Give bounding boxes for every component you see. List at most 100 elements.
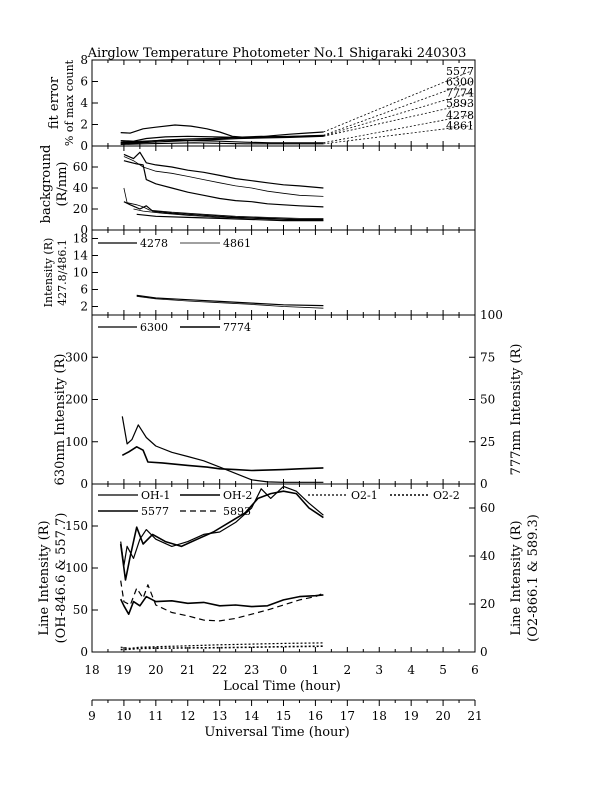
blue-ylabel-sub: 427.8/486.1 [56,239,69,306]
background-ylabel: background [39,145,54,224]
blue-series-4278 [136,294,324,307]
line-ylabel-right: Line Intensity (R) [509,520,524,635]
line-ylabel-right-sub: (O2-866.1 & 589.3) [526,514,541,642]
legend-OH-1-label: OH-1 [141,489,170,502]
legend-OH-2-label: OH-2 [223,489,252,502]
fit-error-label-5893: 5893 [446,97,474,110]
local-time-tick-label: 18 [84,663,99,677]
fit-error-extrapolation-7774 [323,91,472,137]
blue-series-4861 [136,295,324,309]
line-series-5577 [119,594,324,615]
x-axes-layer: 18 19 20 21 22 23 0 1 2 3 4 5 69 10 11 12 13 14 15 16 17 18 19… [84,663,482,723]
universal-time-tick-label: 12 [180,709,195,723]
universal-time-tick-label: 19 [404,709,419,723]
local-time-tick-label: 5 [439,663,447,677]
line-series-5893 [120,580,324,622]
universal-time-tick-label: 11 [148,709,163,723]
universal-time-axis-label: Universal Time (hour) [204,725,349,740]
blue_lines-ytick-label: 10 [73,266,88,280]
fit_error-ytick-label: 8 [80,53,88,67]
local-time-tick-label: 22 [212,663,227,677]
red_lines-ytick-right-label: 100 [480,308,503,322]
red-series-7774 [121,446,324,472]
local-time-tick-label: 21 [180,663,195,677]
background-series-6 [133,208,324,221]
universal-time-tick-label: 10 [116,709,131,723]
local-time-tick-label: 0 [280,663,288,677]
universal-time-tick-label: 16 [308,709,323,723]
red-ylabel-left: 630nm Intensity (R) [53,354,68,486]
legend-O2-1-label: O2-1 [351,489,378,502]
red_lines-ytick-right-label: 0 [480,477,488,491]
legend-5577-label: 5577 [141,505,169,518]
legend-4278-label: 4278 [140,237,168,250]
panel-frame-red_lines [91,314,476,485]
chart-title: Airglow Temperature Photometer No.1 Shig… [87,46,467,61]
line_intensity-ytick-label: 100 [65,561,88,575]
universal-time-tick-label: 20 [435,709,450,723]
red_lines-ytick-label: 0 [80,477,88,491]
local-time-tick-label: 6 [471,663,479,677]
red_lines-ytick-label: 200 [65,393,88,407]
fit_error-ytick-label: 6 [80,75,88,89]
background-series-1 [123,151,324,189]
line-series-OH-1 [120,485,324,567]
panel-background: 0 20 40 60 background (R/nm) [39,145,476,237]
fit-error-series-4861 [120,142,324,145]
panel-frame-background [91,145,476,231]
line-series-OH-2 [119,490,324,581]
local-time-tick-label: 4 [407,663,415,677]
blue_lines-ytick-label: 6 [80,283,88,297]
line-series-O2-2 [120,645,324,651]
panel-frame-fit_error [91,59,476,147]
fit_error-ytick-label: 2 [80,118,88,132]
background-ytick-label: 0 [80,223,88,237]
local-time-tick-label: 19 [116,663,131,677]
red-series-6300 [121,416,324,483]
panel-fit_error: 0 2 4 6 8 fit error% of max count 557763007774… [47,53,476,153]
fit-error-extrapolation-5577 [323,70,472,133]
line-ylabel-left: Line Intensity (R) [37,520,52,635]
fit_error-ytick-label: 4 [80,96,88,110]
universal-time-tick-label: 18 [372,709,387,723]
background-series-4 [123,187,324,219]
fit-error-series-5577 [120,124,324,139]
background-ylabel-sub: (R/nm) [55,161,70,206]
blue_lines-ytick-label: 18 [73,232,88,246]
red_lines-ytick-label: 100 [65,435,88,449]
line_intensity-ytick-label: 150 [65,519,88,533]
fit-error-extrapolation-5893 [323,102,472,137]
line_intensity-ytick-label: 0 [80,645,88,659]
line_intensity-ytick-right-label: 40 [480,549,495,563]
line_intensity-ytick-right-label: 0 [480,645,488,659]
background-ytick-label: 60 [73,160,88,174]
red_lines-ytick-right-label: 75 [480,350,495,364]
fit-error-label-4278: 4278 [446,109,474,122]
local-time-tick-label: 3 [375,663,383,677]
blue_lines-ytick-label: 14 [73,249,89,263]
blue_lines-ytick-label: 2 [80,300,88,314]
local-time-tick-label: 20 [148,663,163,677]
fit-error-ylabel-sub: % of max count [63,59,76,146]
panel-blue_lines: 2 6 10 14 18 Intensity (R) 427.8/486.1 4278 4861 [42,229,476,316]
local-time-tick-label: 1 [312,663,320,677]
universal-time-tick-label: 13 [212,709,227,723]
fit-error-extrapolation-4861 [323,125,472,145]
line-ylabel-left-sub: (OH-846.6 & 557.7) [54,513,69,644]
legend-4861-label: 4861 [223,237,251,250]
fit-error-series-5893 [120,135,324,145]
legend-7774-label: 7774 [223,321,251,334]
fit-error-label-4861: 4861 [446,120,474,133]
line_intensity-ytick-right-label: 60 [480,501,495,515]
legend-O2-2-label: O2-2 [433,489,460,502]
red_lines-ytick-right-label: 50 [480,393,495,407]
fit-error-label-6300: 6300 [446,76,474,89]
line_intensity-ytick-label: 50 [73,603,88,617]
local-time-axis-label: Local Time (hour) [223,679,341,694]
universal-time-tick-label: 14 [244,709,260,723]
universal-time-tick-label: 9 [88,709,96,723]
